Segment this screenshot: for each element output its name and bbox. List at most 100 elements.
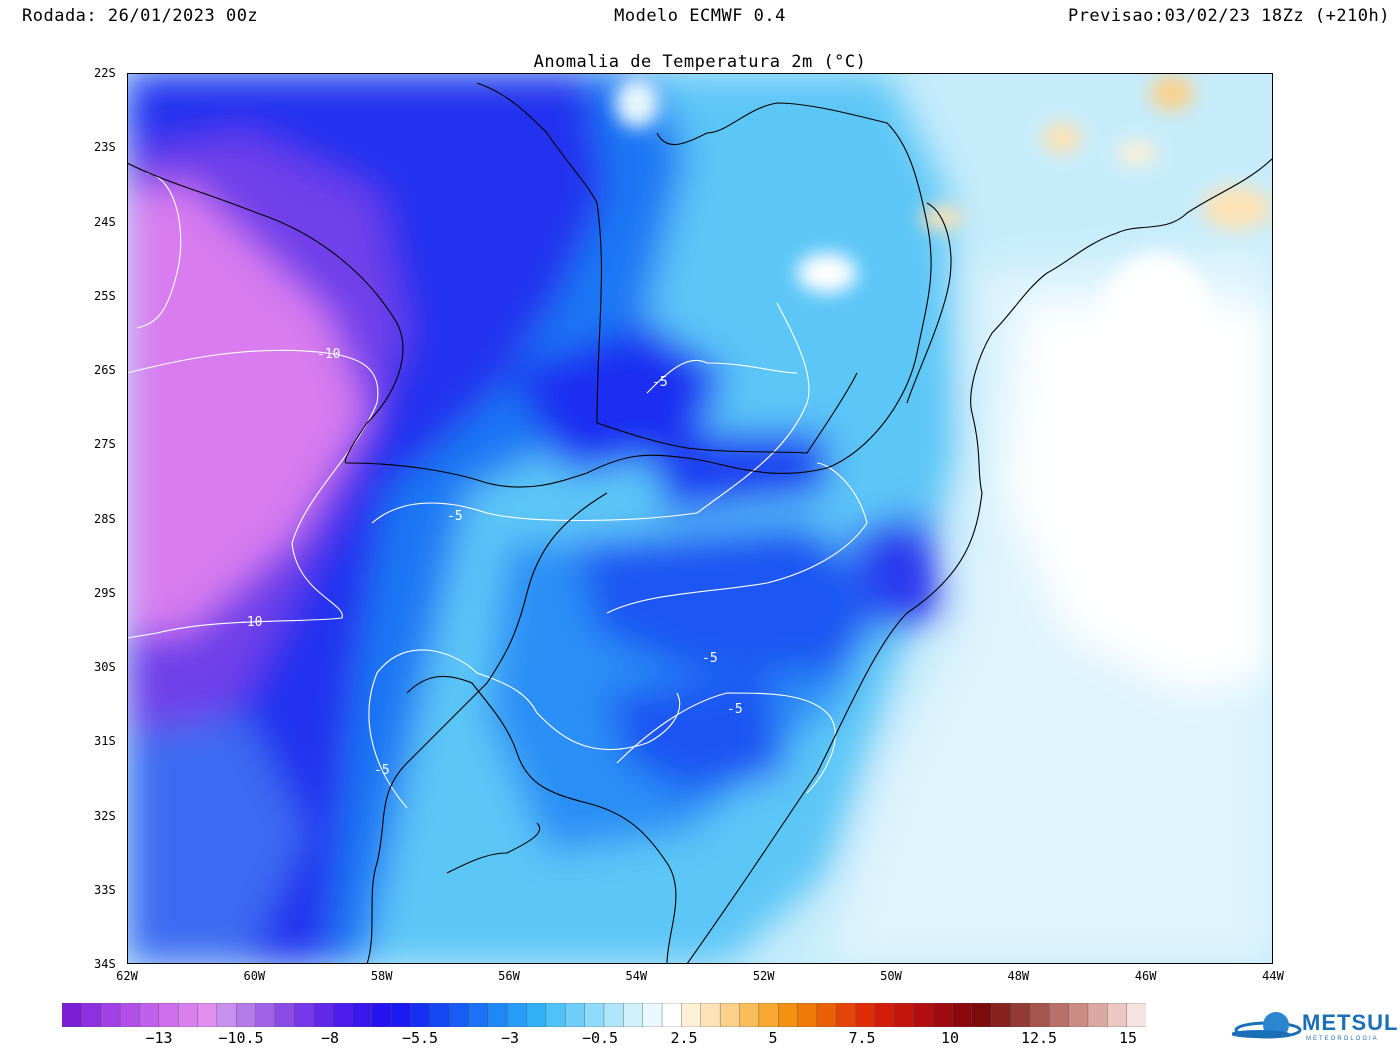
logo-tagline: METEOROLOGIA (1306, 1036, 1379, 1042)
colorbar-swatch (81, 1003, 102, 1027)
colorbar-tick-label: −8 (320, 1029, 340, 1047)
colorbar-swatch (1068, 1003, 1089, 1027)
colorbar-swatch (507, 1003, 528, 1027)
colorbar-swatch (410, 1003, 431, 1027)
colorbar-swatch (603, 1003, 625, 1027)
colorbar-swatch (545, 1003, 566, 1027)
anomaly-field (127, 73, 1273, 964)
colorbar-swatch (778, 1003, 799, 1027)
colorbar-swatch (313, 1003, 334, 1027)
colorbar-swatch (332, 1003, 354, 1027)
contour-labels: -10 -10 -5 -5 -5 -5 -5 (239, 347, 743, 778)
colorbar-swatch (700, 1003, 721, 1027)
colorbar-swatch (429, 1003, 450, 1027)
colorbar-swatch (758, 1003, 779, 1027)
colorbar-swatch (681, 1003, 702, 1027)
latitude-tick-label: 24S (94, 214, 116, 229)
colorbar-swatch (1087, 1003, 1108, 1027)
latitude-tick-label: 31S (94, 734, 116, 749)
colorbar-swatch (255, 1003, 276, 1027)
colorbar-swatch (352, 1003, 373, 1027)
warm-anomaly-spots (615, 75, 1272, 413)
colorbar-swatch (836, 1003, 857, 1027)
colorbar-swatch (913, 1003, 934, 1027)
latitude-tick-label: 27S (94, 437, 116, 452)
colorbar-swatch (932, 1003, 954, 1027)
colorbar-swatch (468, 1003, 489, 1027)
colorbar-tick-label: 5 (768, 1029, 778, 1047)
longitude-tick-label: 48W (1007, 969, 1030, 983)
colorbar-swatch (371, 1003, 392, 1027)
colorbar-swatch (661, 1003, 683, 1027)
colorbar-swatch (855, 1003, 876, 1027)
latitude-tick-label: 30S (94, 660, 116, 674)
colorbar-swatch (874, 1003, 896, 1027)
colorbar-swatch (62, 1003, 83, 1027)
colorbar-tick-label: −5.5 (401, 1029, 439, 1047)
colorbar-swatch (990, 1003, 1012, 1027)
colorbar-swatch (1049, 1003, 1070, 1027)
colorbar-swatch (119, 1003, 141, 1027)
latitude-tick-label: 34S (94, 957, 116, 971)
colorbar-swatch (1029, 1003, 1050, 1027)
contour-label: -5 (727, 702, 743, 717)
colorbar-swatch (739, 1003, 760, 1027)
latitude-tick-label: 26S (94, 363, 116, 377)
colorbar-swatch (390, 1003, 412, 1027)
longitude-tick-label: 56W (498, 969, 520, 983)
political-boundaries (127, 82, 1273, 964)
colorbar-tick-label: −13 (145, 1029, 173, 1047)
colorbar-swatch (139, 1003, 160, 1027)
latitude-tick-label: 29S (94, 585, 116, 600)
colorbar-tick-label: 10 (940, 1029, 960, 1047)
logo-name: METSUL (1302, 1010, 1399, 1035)
colorbar-tick-label: −0.5 (581, 1029, 619, 1047)
latitude-tick-label: 25S (94, 288, 116, 303)
colorbar-tick-label: 7.5 (848, 1029, 876, 1047)
latitude-tick-label: 28S (94, 511, 116, 526)
model-label: Modelo ECMWF 0.4 (614, 6, 786, 26)
colorbar-swatch (158, 1003, 179, 1027)
colorbar-swatch (565, 1003, 586, 1027)
longitude-tick-label: 50W (880, 969, 902, 983)
latitude-tick-label: 33S (94, 882, 116, 897)
map-title: Anomalia de Temperatura 2m (°C) (533, 52, 867, 72)
temperature-anomaly-map[interactable]: -10 -10 -5 -5 -5 -5 -5 (127, 73, 1273, 964)
colorbar-swatch (584, 1003, 605, 1027)
colorbar-swatch (1126, 1003, 1146, 1027)
colorbar-tick-label: 15 (1118, 1029, 1138, 1047)
colorbar-swatch (971, 1003, 992, 1027)
contour-label: -5 (374, 763, 390, 778)
map-border (127, 73, 1273, 964)
latitude-tick-label: 32S (94, 808, 116, 823)
colorbar-tick-label: −10.5 (218, 1029, 264, 1047)
colorbar-swatch (894, 1003, 915, 1027)
metsul-logo (1232, 1012, 1302, 1039)
colorbar-swatch (952, 1003, 973, 1027)
colorbar-swatch (487, 1003, 508, 1027)
colorbar-swatch (526, 1003, 547, 1027)
longitude-tick-label: 44W (1262, 969, 1284, 983)
forecast-time-label: Previsao:03/02/23 18Zz (+210h) (1067, 6, 1390, 26)
colorbar-swatch (274, 1003, 295, 1027)
colorbar-swatch (1107, 1003, 1128, 1027)
colorbar-swatch (100, 1003, 121, 1027)
longitude-tick-label: 46W (1134, 969, 1157, 983)
longitude-tick-label: 54W (625, 969, 648, 983)
contour-label: -10 (317, 347, 340, 362)
colorbar-swatch (623, 1003, 644, 1027)
colorbar-tick-label: 12.5 (1020, 1029, 1058, 1047)
colorbar-swatch (216, 1003, 237, 1027)
colorbar-swatch (797, 1003, 818, 1027)
longitude-tick-label: 58W (370, 969, 393, 983)
longitude-tick-label: 52W (752, 969, 775, 983)
colorbar-swatch (816, 1003, 837, 1027)
longitude-tick-label: 62W (116, 969, 138, 983)
colorbar-swatch (448, 1003, 470, 1027)
contour-label: -5 (652, 375, 668, 390)
colorbar-swatch (177, 1003, 199, 1027)
colorbar-tick-label: 2.5 (670, 1029, 698, 1047)
contour-label: -10 (239, 615, 262, 630)
contour-label: -5 (447, 509, 463, 524)
colorbar-swatch (1010, 1003, 1031, 1027)
